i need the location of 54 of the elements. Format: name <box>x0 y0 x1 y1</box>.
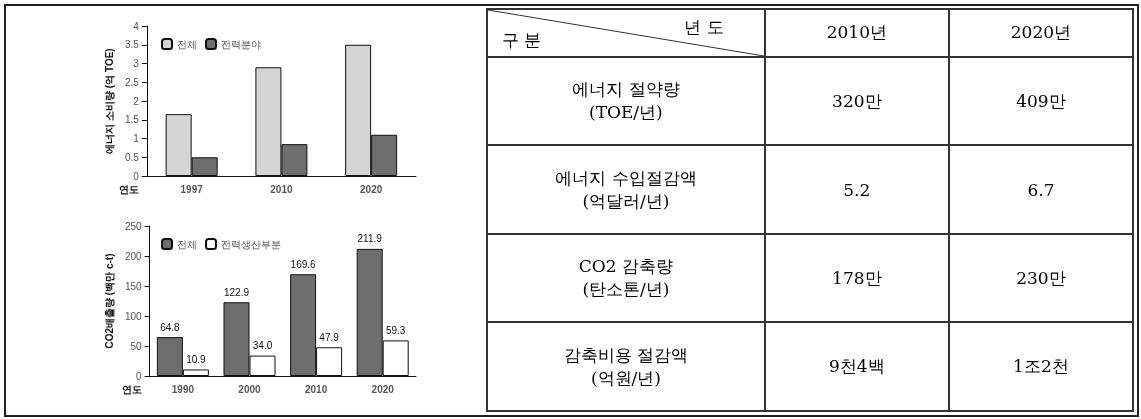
data-label: 34.0 <box>252 340 273 352</box>
text: 1조2천 <box>948 322 1133 411</box>
data-label: 59.3 <box>385 324 406 336</box>
y-tick-label: 50 <box>130 340 143 352</box>
y-tick-label: 2 <box>133 95 140 107</box>
y-tick-label: 250 <box>124 220 143 232</box>
data-label: 122.9 <box>223 286 250 298</box>
x-tick-label: 2010 <box>304 383 328 395</box>
y-tick-label: 3.5 <box>124 39 140 51</box>
y-tick-label: 3 <box>133 58 140 69</box>
y-tick-label: 1 <box>133 133 140 144</box>
y-tick-label: 200 <box>124 250 143 262</box>
legend-label: 전체 <box>177 38 197 50</box>
data-label: 47.9 <box>319 331 340 343</box>
text: 320만 <box>764 56 949 146</box>
y-tick-label: 2.5 <box>124 76 140 88</box>
x-axis-title: 연도 <box>118 183 139 195</box>
data-label: 169.6 <box>290 258 317 270</box>
text: 230만 <box>948 233 1133 323</box>
text: 178만 <box>764 233 949 323</box>
legend-label: 전체 <box>177 238 197 250</box>
text: 2010년 <box>764 9 949 57</box>
x-tick-label: 1990 <box>171 383 195 395</box>
text: 구 분 <box>502 28 542 52</box>
text: 에너지 절약량 (TOE/년) <box>487 56 765 146</box>
y-tick-label: 150 <box>124 280 143 292</box>
text: CO2 감축량 (탄소톤/년) <box>487 233 765 323</box>
text: 409만 <box>948 56 1133 146</box>
y-axis-title: 에너지 소비량 (억 TOE) <box>103 48 115 154</box>
data-label: 211.9 <box>357 233 383 245</box>
y-axis-title: CO2배출량 (백만 c-t) <box>103 253 115 349</box>
x-tick-label: 2000 <box>238 383 262 395</box>
x-tick-label: 2020 <box>371 383 395 395</box>
text: 9천4백 <box>764 322 949 411</box>
y-tick-label: 0 <box>133 170 140 182</box>
x-tick-label: 2010 <box>270 183 293 195</box>
y-tick-label: 0 <box>136 370 143 382</box>
x-axis-title: 연도 <box>121 383 142 395</box>
text: 에너지 수입절감액 (억달러/년) <box>487 145 765 234</box>
text: 6.7 <box>948 145 1133 234</box>
y-tick-label: 1.5 <box>124 114 140 126</box>
text: 년 도 <box>684 16 724 39</box>
text: 감축비용 절감액 (억원/년) <box>487 322 765 411</box>
legend-label: 전력분야 <box>221 38 261 50</box>
y-tick-label: 4 <box>133 20 140 32</box>
text: 5.2 <box>764 145 949 234</box>
legend-label: 전력생산부분 <box>221 238 281 250</box>
y-tick-label: 100 <box>124 310 143 322</box>
x-tick-label: 2020 <box>360 183 383 195</box>
data-label: 10.9 <box>186 353 207 365</box>
text: 2020년 <box>948 9 1133 57</box>
x-tick-label: 1997 <box>180 183 204 195</box>
y-tick-label: 0.5 <box>124 151 140 163</box>
data-label: 64.8 <box>160 321 181 333</box>
